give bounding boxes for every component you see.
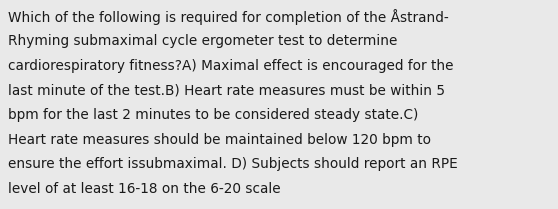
Text: Heart rate measures should be maintained below 120 bpm to: Heart rate measures should be maintained… [8, 133, 431, 147]
Text: cardiorespiratory fitness?A) Maximal effect is encouraged for the: cardiorespiratory fitness?A) Maximal eff… [8, 59, 453, 73]
Text: ensure the effort issubmaximal. D) Subjects should report an RPE: ensure the effort issubmaximal. D) Subje… [8, 157, 458, 171]
Text: Rhyming submaximal cycle ergometer test to determine: Rhyming submaximal cycle ergometer test … [8, 34, 397, 48]
Text: Which of the following is required for completion of the Åstrand-: Which of the following is required for c… [8, 9, 449, 25]
Text: last minute of the test.B) Heart rate measures must be within 5: last minute of the test.B) Heart rate me… [8, 83, 445, 97]
Text: level of at least 16-18 on the 6-20 scale: level of at least 16-18 on the 6-20 scal… [8, 182, 281, 196]
Text: bpm for the last 2 minutes to be considered steady state.C): bpm for the last 2 minutes to be conside… [8, 108, 418, 122]
